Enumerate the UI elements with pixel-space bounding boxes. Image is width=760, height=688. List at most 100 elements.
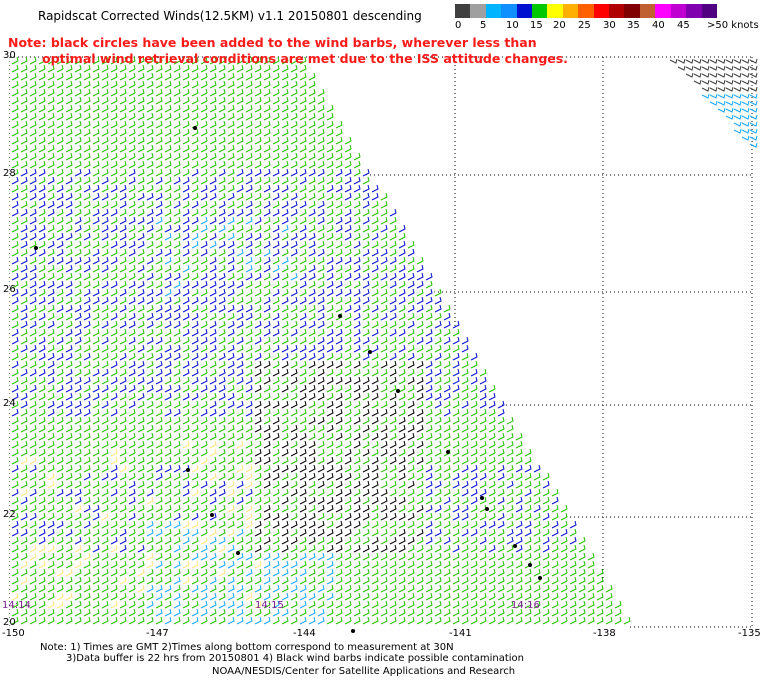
wind-barb xyxy=(452,352,460,361)
wind-barb xyxy=(317,352,325,361)
wind-barb xyxy=(245,480,253,489)
wind-barb xyxy=(227,136,235,145)
wind-barb xyxy=(83,192,91,201)
wind-barb xyxy=(137,512,145,521)
wind-barb xyxy=(407,280,415,289)
wind-barb xyxy=(83,584,91,593)
wind-barb xyxy=(272,424,280,433)
wind-barb xyxy=(272,200,280,209)
wind-barb xyxy=(425,416,433,425)
wind-barb xyxy=(741,121,750,127)
wind-barb xyxy=(29,592,37,601)
wind-barb xyxy=(749,114,758,120)
wind-barb xyxy=(344,432,352,441)
wind-barb xyxy=(56,504,64,513)
wind-barb xyxy=(389,608,397,617)
wind-barb xyxy=(398,416,406,425)
wind-barb xyxy=(741,107,750,113)
wind-barb xyxy=(182,528,190,537)
wind-barb xyxy=(236,272,244,281)
wind-barb xyxy=(709,58,718,64)
wind-barb xyxy=(308,88,316,97)
wind-barb xyxy=(218,120,226,129)
wind-barb xyxy=(83,184,91,193)
wind-barb xyxy=(560,512,568,521)
wind-barb xyxy=(47,224,55,233)
wind-barb xyxy=(470,376,478,385)
wind-barb xyxy=(560,528,568,537)
wind-barb xyxy=(74,304,82,313)
wind-barb xyxy=(83,280,91,289)
wind-barb xyxy=(741,79,750,85)
wind-barb xyxy=(56,96,64,105)
wind-barb xyxy=(83,224,91,233)
wind-barb xyxy=(110,104,118,113)
wind-barb xyxy=(218,608,226,617)
wind-barb xyxy=(182,112,190,121)
wind-barb xyxy=(65,536,73,545)
wind-barb xyxy=(317,528,325,537)
wind-barb xyxy=(515,552,523,561)
wind-barb xyxy=(173,440,181,449)
wind-barb xyxy=(308,248,316,257)
wind-barb xyxy=(515,576,523,585)
wind-barb xyxy=(263,80,271,89)
wind-barb xyxy=(209,472,217,481)
wind-barb xyxy=(11,112,19,121)
wind-barb xyxy=(47,432,55,441)
wind-barb xyxy=(20,576,28,585)
wind-barb xyxy=(101,192,109,201)
wind-barb xyxy=(741,58,750,64)
wind-barb xyxy=(182,368,190,377)
wind-barb xyxy=(461,552,469,561)
wind-barb xyxy=(488,384,496,393)
wind-barb xyxy=(200,400,208,409)
wind-barb xyxy=(128,488,136,497)
wind-barb xyxy=(245,64,253,73)
wind-barb xyxy=(290,176,298,185)
wind-barb xyxy=(335,240,343,249)
wind-barb xyxy=(56,344,64,353)
wind-barb xyxy=(578,536,586,545)
wind-barb xyxy=(155,96,163,105)
wind-barb xyxy=(407,384,415,393)
wind-barb xyxy=(308,312,316,321)
wind-barb xyxy=(308,544,316,553)
wind-barb xyxy=(380,400,388,409)
wind-barb xyxy=(245,104,253,113)
wind-barb xyxy=(380,432,388,441)
wind-barb xyxy=(38,448,46,457)
wind-barb xyxy=(209,544,217,553)
wind-barb xyxy=(173,136,181,145)
wind-barb xyxy=(173,544,181,553)
wind-barb xyxy=(542,600,550,609)
wind-barb xyxy=(29,472,37,481)
wind-barb xyxy=(281,384,289,393)
wind-barb xyxy=(398,328,406,337)
wind-barb xyxy=(236,184,244,193)
wind-barb xyxy=(101,528,109,537)
wind-barb xyxy=(497,536,505,545)
wind-barb xyxy=(245,96,253,105)
wind-barb xyxy=(74,552,82,561)
wind-barb xyxy=(155,472,163,481)
wind-barb xyxy=(110,224,118,233)
wind-barb xyxy=(299,432,307,441)
wind-barb xyxy=(182,496,190,505)
wind-barb xyxy=(434,296,442,305)
wind-barb xyxy=(290,504,298,513)
wind-barb xyxy=(47,368,55,377)
wind-barb xyxy=(119,512,127,521)
wind-barb xyxy=(38,544,46,553)
wind-barb xyxy=(227,472,235,481)
wind-barb xyxy=(200,376,208,385)
wind-barb xyxy=(74,408,82,417)
wind-barb xyxy=(344,136,352,145)
wind-barb xyxy=(119,88,127,97)
wind-barb xyxy=(128,496,136,505)
wind-barb xyxy=(218,328,226,337)
wind-barb xyxy=(65,248,73,257)
wind-barb xyxy=(326,576,334,585)
wind-barb xyxy=(137,480,145,489)
wind-barb xyxy=(218,592,226,601)
